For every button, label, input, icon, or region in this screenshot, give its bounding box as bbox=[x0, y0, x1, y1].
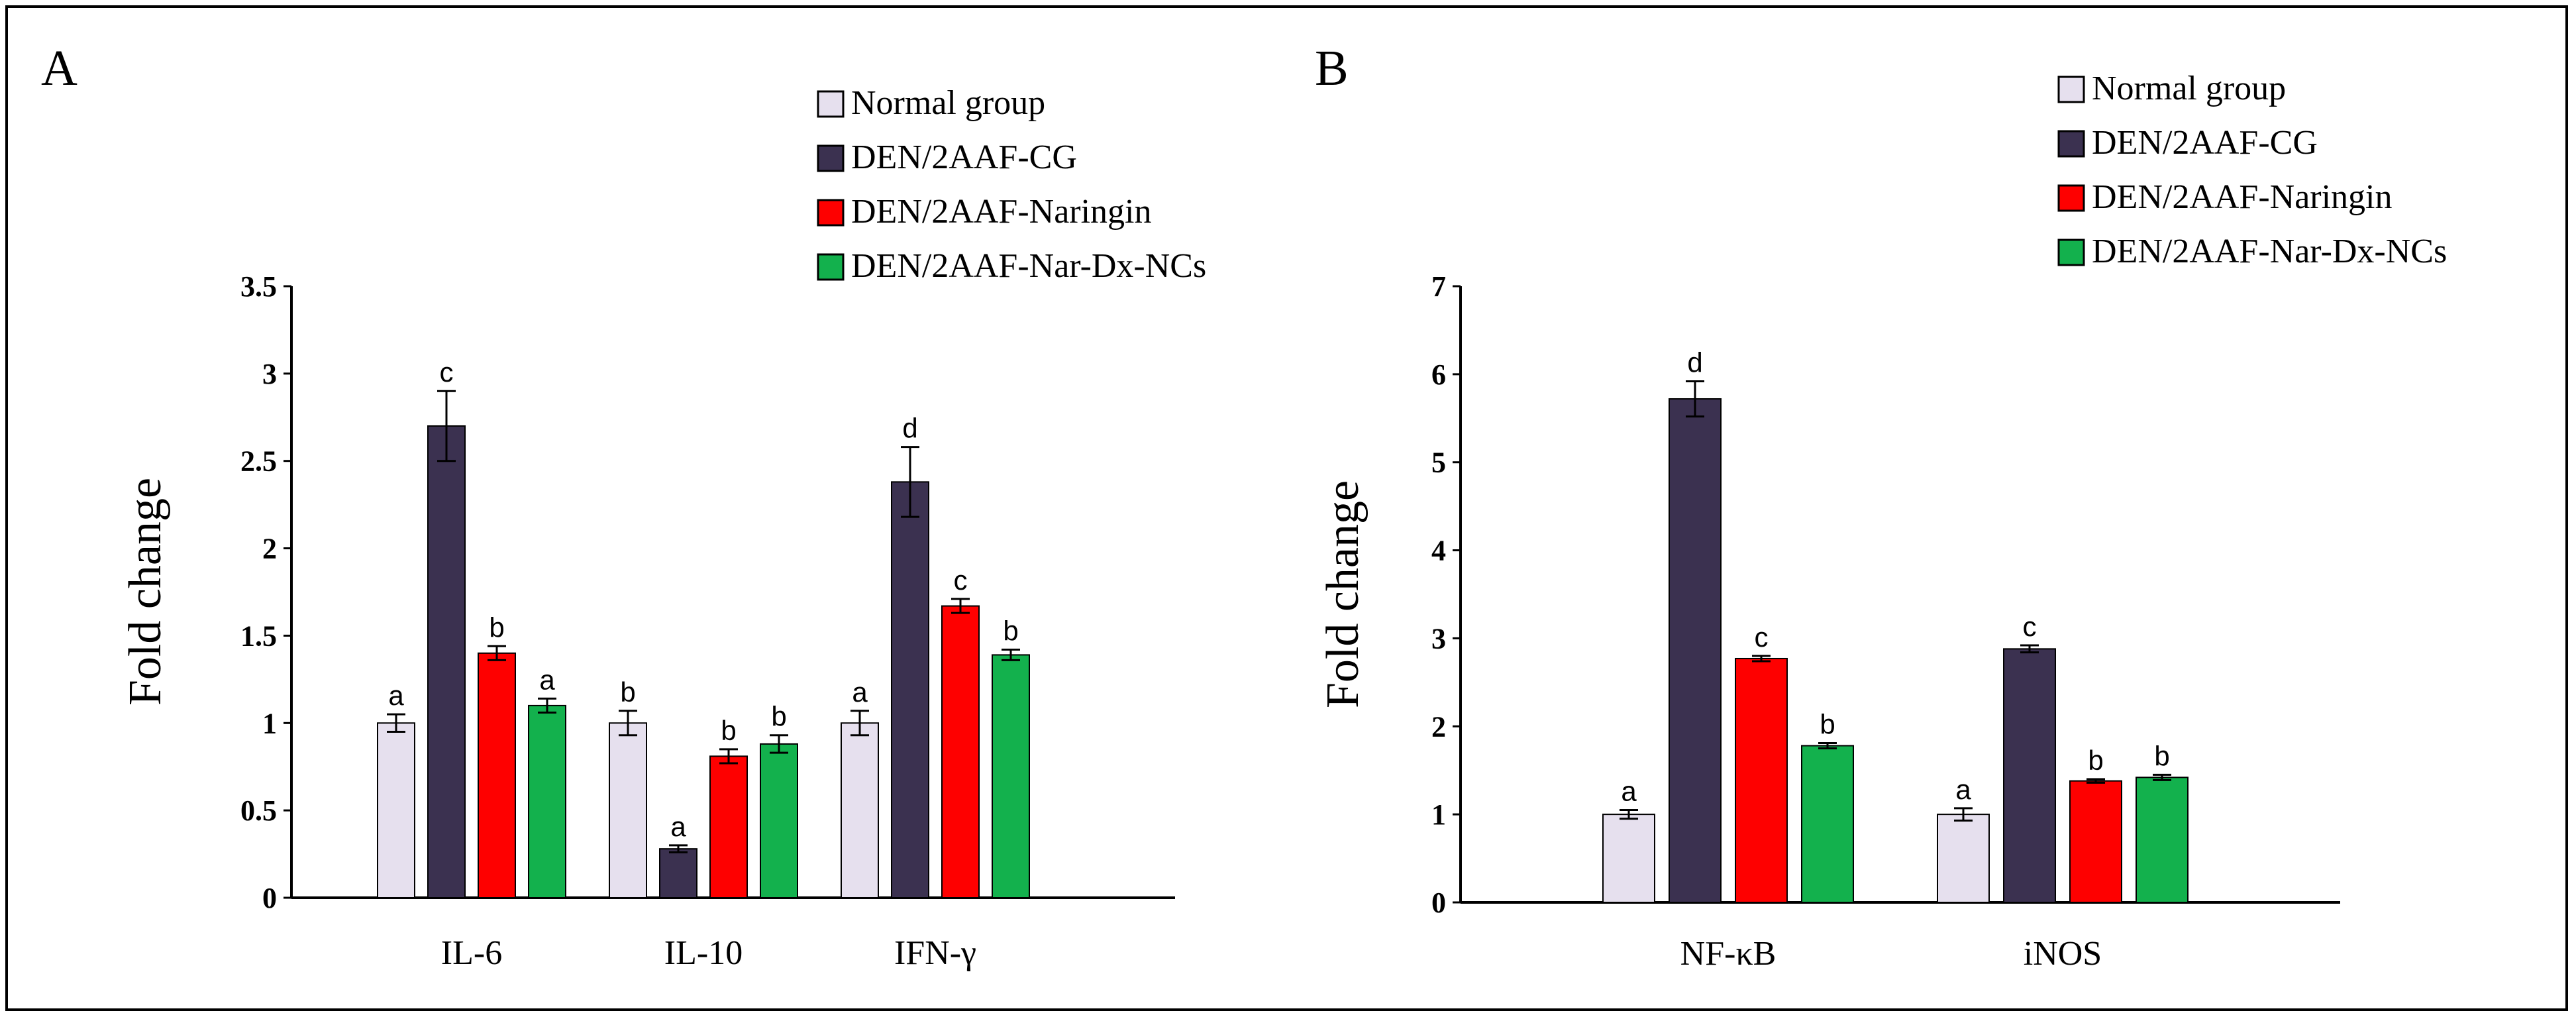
legend-label: DEN/2AAF-CG bbox=[2092, 124, 2318, 162]
significance-label: d bbox=[1687, 347, 1702, 378]
y-tick-label: 0 bbox=[262, 882, 277, 914]
y-axis-label: Fold change bbox=[120, 478, 171, 706]
legend-swatch bbox=[2057, 76, 2085, 103]
bar bbox=[709, 755, 748, 899]
legend-swatch bbox=[817, 253, 845, 281]
bar bbox=[377, 722, 415, 899]
significance-label: a bbox=[1621, 776, 1637, 807]
bar bbox=[2069, 780, 2122, 903]
legend-swatch bbox=[817, 199, 845, 227]
panel-a: A Normal group DEN/2AAF-CG DEN/2AAF-Naringi… bbox=[41, 40, 1206, 972]
significance-label: a bbox=[1955, 774, 1971, 805]
category-label: IL-10 bbox=[664, 934, 743, 972]
figure-frame bbox=[5, 5, 2568, 1011]
legend-label: DEN/2AAF-CG bbox=[851, 138, 1077, 176]
legend-label: DEN/2AAF-Nar-Dx-NCs bbox=[851, 247, 1206, 285]
y-tick-label: 3 bbox=[262, 358, 277, 390]
bar bbox=[659, 848, 697, 899]
bar bbox=[841, 722, 879, 899]
category-label: IL-6 bbox=[441, 934, 502, 972]
significance-label: b bbox=[1820, 709, 1835, 740]
bar bbox=[427, 425, 466, 898]
bar bbox=[1735, 657, 1788, 903]
y-tick-label: 6 bbox=[1431, 358, 1446, 391]
panel-letter: A bbox=[41, 40, 77, 96]
y-tick-label: 4 bbox=[1431, 535, 1446, 567]
y-tick-label: 3.5 bbox=[240, 270, 277, 303]
y-tick-label: 2 bbox=[1431, 710, 1446, 743]
significance-label: c bbox=[440, 356, 454, 388]
bar bbox=[992, 654, 1030, 898]
significance-label: a bbox=[670, 811, 686, 842]
significance-label: c bbox=[954, 564, 968, 596]
category-label: iNOS bbox=[2024, 935, 2102, 973]
y-tick-label: 2.5 bbox=[240, 445, 277, 478]
bar bbox=[891, 481, 929, 898]
y-tick-label: 0 bbox=[1431, 886, 1446, 919]
y-tick-label: 0.5 bbox=[240, 794, 277, 827]
bar bbox=[1937, 814, 1990, 903]
legend-swatch bbox=[2057, 239, 2085, 266]
y-tick-label: 3 bbox=[1431, 622, 1446, 655]
y-tick-label: 1 bbox=[1431, 798, 1446, 831]
significance-label: a bbox=[539, 664, 555, 695]
bar bbox=[1602, 814, 1655, 903]
significance-label: b bbox=[489, 612, 504, 643]
bar bbox=[528, 704, 566, 899]
panel-letter: B bbox=[1315, 40, 1349, 96]
legend-swatch bbox=[2057, 184, 2085, 212]
significance-label: b bbox=[2088, 745, 2103, 776]
significance-label: a bbox=[852, 676, 868, 708]
legend: Normal group DEN/2AAF-CG DEN/2AAF-Naringin… bbox=[817, 84, 1206, 285]
y-tick-label: 1.5 bbox=[240, 619, 277, 652]
significance-label: a bbox=[388, 680, 404, 711]
significance-label: c bbox=[1755, 621, 1769, 653]
bar bbox=[609, 722, 647, 899]
category-label: NF-κB bbox=[1680, 935, 1777, 973]
category-label: IFN-γ bbox=[894, 934, 976, 972]
significance-label: b bbox=[1003, 616, 1018, 647]
bar bbox=[941, 605, 980, 899]
legend: Normal group DEN/2AAF-CG DEN/2AAF-Naringin… bbox=[2057, 70, 2447, 270]
significance-label: b bbox=[620, 676, 635, 708]
significance-label: b bbox=[721, 715, 736, 746]
legend-label: Normal group bbox=[2092, 70, 2286, 107]
legend-label: DEN/2AAF-Naringin bbox=[2092, 178, 2393, 216]
panel-b: B Normal group DEN/2AAF-CG DEN/2AAF-Naringi… bbox=[1315, 40, 2447, 973]
legend-swatch bbox=[2057, 130, 2085, 158]
y-tick-label: 2 bbox=[262, 533, 277, 565]
bar bbox=[478, 652, 516, 898]
legend-swatch bbox=[817, 90, 845, 118]
legend-label: DEN/2AAF-Naringin bbox=[851, 193, 1152, 231]
significance-label: c bbox=[2023, 611, 2037, 642]
significance-label: b bbox=[2154, 740, 2169, 771]
bar bbox=[1669, 398, 1722, 903]
y-tick-label: 1 bbox=[262, 707, 277, 739]
significance-label: b bbox=[771, 701, 786, 732]
y-tick-label: 5 bbox=[1431, 447, 1446, 479]
y-tick-label: 7 bbox=[1431, 270, 1446, 303]
legend-label: DEN/2AAF-Nar-Dx-NCs bbox=[2092, 233, 2447, 270]
bar bbox=[2136, 777, 2189, 904]
legend-label: Normal group bbox=[851, 84, 1045, 122]
y-axis-label: Fold change bbox=[1317, 480, 1368, 708]
bar bbox=[760, 743, 798, 898]
legend-swatch bbox=[817, 144, 845, 172]
significance-label: d bbox=[902, 413, 917, 444]
bar bbox=[2003, 648, 2056, 903]
bar bbox=[1801, 745, 1854, 903]
